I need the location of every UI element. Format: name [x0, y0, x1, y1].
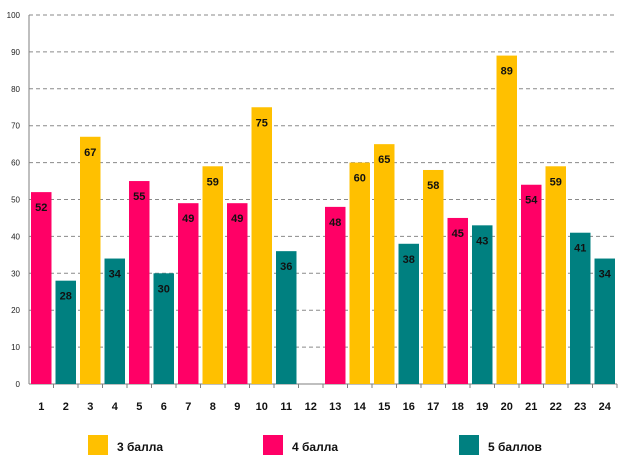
legend-label: 4 балла [292, 440, 338, 454]
data-label: 28 [60, 291, 72, 303]
bar [447, 217, 468, 384]
y-tick-label: 60 [11, 159, 20, 168]
data-label: 38 [403, 254, 415, 266]
y-tick-label: 80 [11, 85, 20, 94]
x-tick-label: 14 [354, 401, 367, 413]
x-tick-label: 5 [136, 401, 142, 413]
bar [276, 251, 297, 384]
data-label: 49 [231, 213, 243, 225]
x-tick-label: 22 [550, 401, 562, 413]
data-label: 67 [84, 147, 96, 159]
x-tick-label: 13 [329, 401, 341, 413]
data-label: 30 [158, 283, 170, 295]
bar [227, 203, 248, 384]
y-tick-label: 90 [11, 48, 20, 57]
x-tick-label: 18 [452, 401, 464, 413]
data-label: 45 [452, 228, 464, 240]
x-tick-label: 11 [280, 401, 292, 413]
data-label: 89 [501, 66, 513, 78]
y-tick-label: 40 [11, 232, 20, 241]
bar [423, 169, 444, 384]
data-label: 54 [525, 195, 538, 207]
bar [202, 166, 223, 384]
data-label: 34 [109, 269, 122, 281]
bar [545, 166, 566, 384]
data-label: 36 [280, 261, 292, 273]
bar [349, 162, 370, 384]
data-label: 60 [354, 173, 366, 185]
x-tick-label: 20 [501, 401, 513, 413]
bar [178, 203, 199, 384]
bar [374, 144, 395, 384]
x-tick-label: 12 [305, 401, 317, 413]
x-tick-label: 16 [403, 401, 415, 413]
x-tick-label: 21 [525, 401, 537, 413]
x-tick-label: 17 [427, 401, 439, 413]
x-tick-label: 9 [234, 401, 240, 413]
x-tick-label: 1 [38, 401, 44, 413]
x-tick-label: 7 [185, 401, 191, 413]
y-tick-label: 70 [11, 122, 20, 131]
x-tick-label: 6 [161, 401, 167, 413]
y-tick-label: 10 [11, 343, 20, 352]
data-label: 48 [329, 217, 341, 229]
x-tick-label: 2 [63, 401, 69, 413]
y-tick-label: 20 [11, 306, 20, 315]
bar [129, 181, 150, 384]
bar [153, 273, 174, 384]
x-tick-label: 4 [112, 401, 119, 413]
x-tick-label: 23 [574, 401, 586, 413]
data-label: 55 [133, 191, 145, 203]
bar [55, 280, 76, 384]
data-label: 52 [35, 202, 47, 214]
data-label: 49 [182, 213, 194, 225]
bar [594, 258, 615, 384]
data-label: 34 [599, 269, 612, 281]
legend-swatch [459, 435, 479, 455]
legend-swatch [88, 435, 108, 455]
bar [496, 55, 517, 385]
bar [325, 206, 346, 384]
bar [251, 107, 272, 384]
legend-swatch [263, 435, 283, 455]
y-tick-label: 50 [11, 196, 20, 205]
data-label: 41 [574, 243, 586, 255]
x-tick-label: 24 [599, 401, 612, 413]
data-label: 59 [207, 176, 219, 188]
bar [31, 192, 52, 384]
data-label: 65 [378, 154, 390, 166]
x-tick-label: 8 [210, 401, 216, 413]
data-label: 58 [427, 180, 439, 192]
bar [398, 243, 419, 384]
y-tick-label: 0 [16, 380, 21, 389]
data-label: 43 [476, 235, 488, 247]
y-tick-label: 30 [11, 269, 20, 278]
bar [80, 136, 101, 384]
y-tick-label: 100 [7, 11, 21, 20]
x-tick-label: 19 [476, 401, 488, 413]
bar [104, 258, 125, 384]
bar [521, 184, 542, 384]
legend-label: 5 баллов [488, 440, 542, 454]
data-label: 75 [256, 117, 268, 129]
data-label: 59 [550, 176, 562, 188]
bar [570, 232, 591, 384]
x-tick-label: 10 [256, 401, 268, 413]
legend-label: 3 балла [117, 440, 163, 454]
bar [472, 225, 493, 384]
x-tick-label: 3 [87, 401, 93, 413]
x-tick-label: 15 [378, 401, 390, 413]
